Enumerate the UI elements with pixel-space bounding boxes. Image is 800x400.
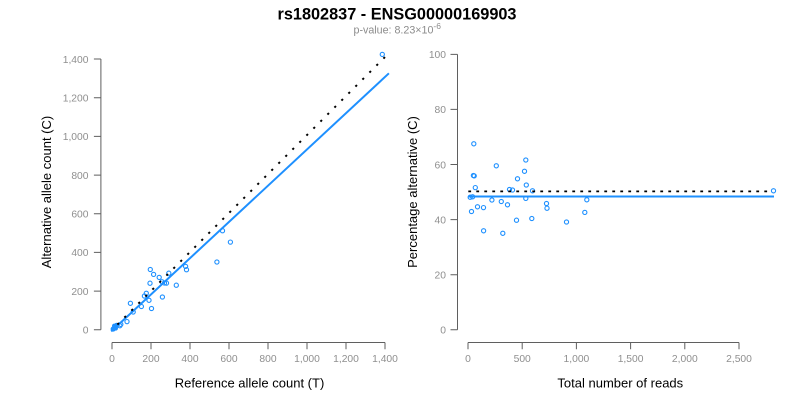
svg-text:rs1802837 - ENSG00000169903: rs1802837 - ENSG00000169903	[278, 6, 517, 24]
svg-text:1,200: 1,200	[333, 354, 359, 365]
svg-text:1,200: 1,200	[63, 94, 89, 105]
svg-text:100: 100	[429, 50, 446, 61]
svg-text:400: 400	[181, 354, 198, 365]
svg-text:Percentage alternative (C): Percentage alternative (C)	[405, 116, 420, 268]
svg-text:Total number of reads: Total number of reads	[557, 376, 683, 391]
svg-text:0: 0	[83, 326, 89, 337]
svg-text:800: 800	[259, 354, 276, 365]
svg-text:600: 600	[220, 354, 237, 365]
svg-text:500: 500	[514, 354, 531, 365]
svg-text:2,500: 2,500	[726, 354, 752, 365]
svg-text:p-value: 8.23×10-6: p-value: 8.23×10-6	[354, 21, 442, 37]
svg-text:1,000: 1,000	[294, 354, 320, 365]
svg-text:60: 60	[435, 160, 447, 171]
svg-text:1,500: 1,500	[618, 354, 644, 365]
svg-text:80: 80	[435, 105, 447, 116]
svg-text:400: 400	[71, 248, 88, 259]
svg-text:1,400: 1,400	[63, 55, 89, 66]
svg-text:40: 40	[435, 215, 447, 226]
svg-text:200: 200	[71, 287, 88, 298]
svg-text:2,000: 2,000	[672, 354, 698, 365]
svg-text:Reference allele count (T): Reference allele count (T)	[175, 376, 325, 391]
svg-text:1,400: 1,400	[372, 354, 398, 365]
svg-text:800: 800	[71, 171, 88, 182]
svg-text:0: 0	[440, 326, 446, 337]
svg-text:1,000: 1,000	[63, 132, 89, 143]
svg-text:0: 0	[109, 354, 115, 365]
svg-text:1,000: 1,000	[564, 354, 590, 365]
svg-text:600: 600	[71, 210, 88, 221]
svg-text:200: 200	[142, 354, 159, 365]
svg-text:20: 20	[435, 271, 447, 282]
svg-text:0: 0	[465, 354, 471, 365]
svg-text:Alternative allele count (C): Alternative allele count (C)	[39, 116, 54, 268]
